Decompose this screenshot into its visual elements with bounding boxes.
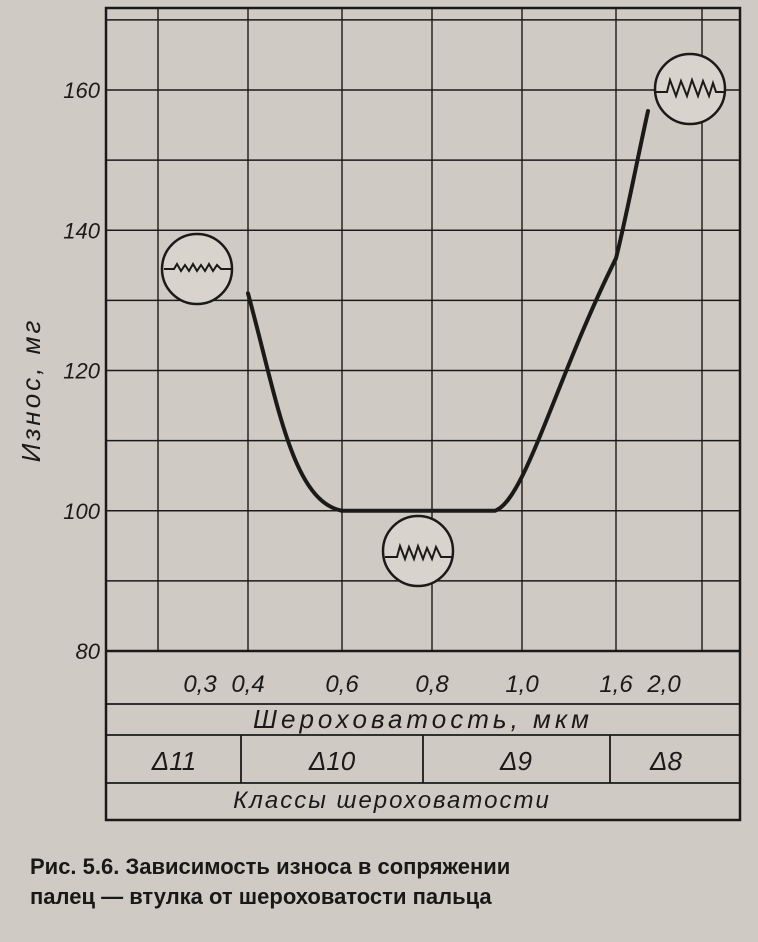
y-tick-label: 80 xyxy=(76,639,101,664)
surface-profile-circle-right xyxy=(653,52,727,126)
wear-curve xyxy=(246,109,650,513)
class-label: Δ10 xyxy=(308,746,356,776)
caption-line-2: палец — втулка от шероховатости пальца xyxy=(30,884,492,909)
x-tick-labels: 0,3 0,4 0,6 0,8 1,0 1,6 2,0 xyxy=(183,671,681,698)
x-tick-label: 1,6 xyxy=(599,671,633,698)
class-labels: Δ11 Δ10 Δ9 Δ8 xyxy=(151,746,683,776)
y-tick-labels: 80 100 120 140 160 xyxy=(63,78,100,664)
y-axis-label: Износ, мг xyxy=(16,318,46,463)
class-label: Δ8 xyxy=(649,746,682,776)
x-tick-label: 0,3 xyxy=(183,671,217,698)
x-axis-label: Шероховатость, мкм xyxy=(253,704,593,734)
class-label: Δ9 xyxy=(499,746,532,776)
x-tick-label: 2,0 xyxy=(646,671,681,698)
figure-caption: Рис. 5.6. Зависимость износа в сопряжени… xyxy=(30,852,742,912)
caption-line-1: Рис. 5.6. Зависимость износа в сопряжени… xyxy=(30,854,511,879)
surface-profile-circle-middle xyxy=(381,514,455,588)
y-tick-label: 100 xyxy=(63,499,100,524)
chart-frame xyxy=(104,6,742,822)
class-caption: Классы шероховатости xyxy=(233,787,551,814)
x-tick-label: 1,0 xyxy=(505,671,539,698)
x-tick-label: 0,4 xyxy=(231,671,264,698)
x-tick-label: 0,8 xyxy=(415,671,449,698)
surface-profile-circle-left xyxy=(160,232,234,306)
class-label: Δ11 xyxy=(151,746,196,776)
y-tick-label: 120 xyxy=(63,359,100,384)
y-tick-label: 140 xyxy=(63,218,100,243)
x-tick-label: 0,6 xyxy=(325,671,359,698)
y-tick-label: 160 xyxy=(63,78,100,103)
